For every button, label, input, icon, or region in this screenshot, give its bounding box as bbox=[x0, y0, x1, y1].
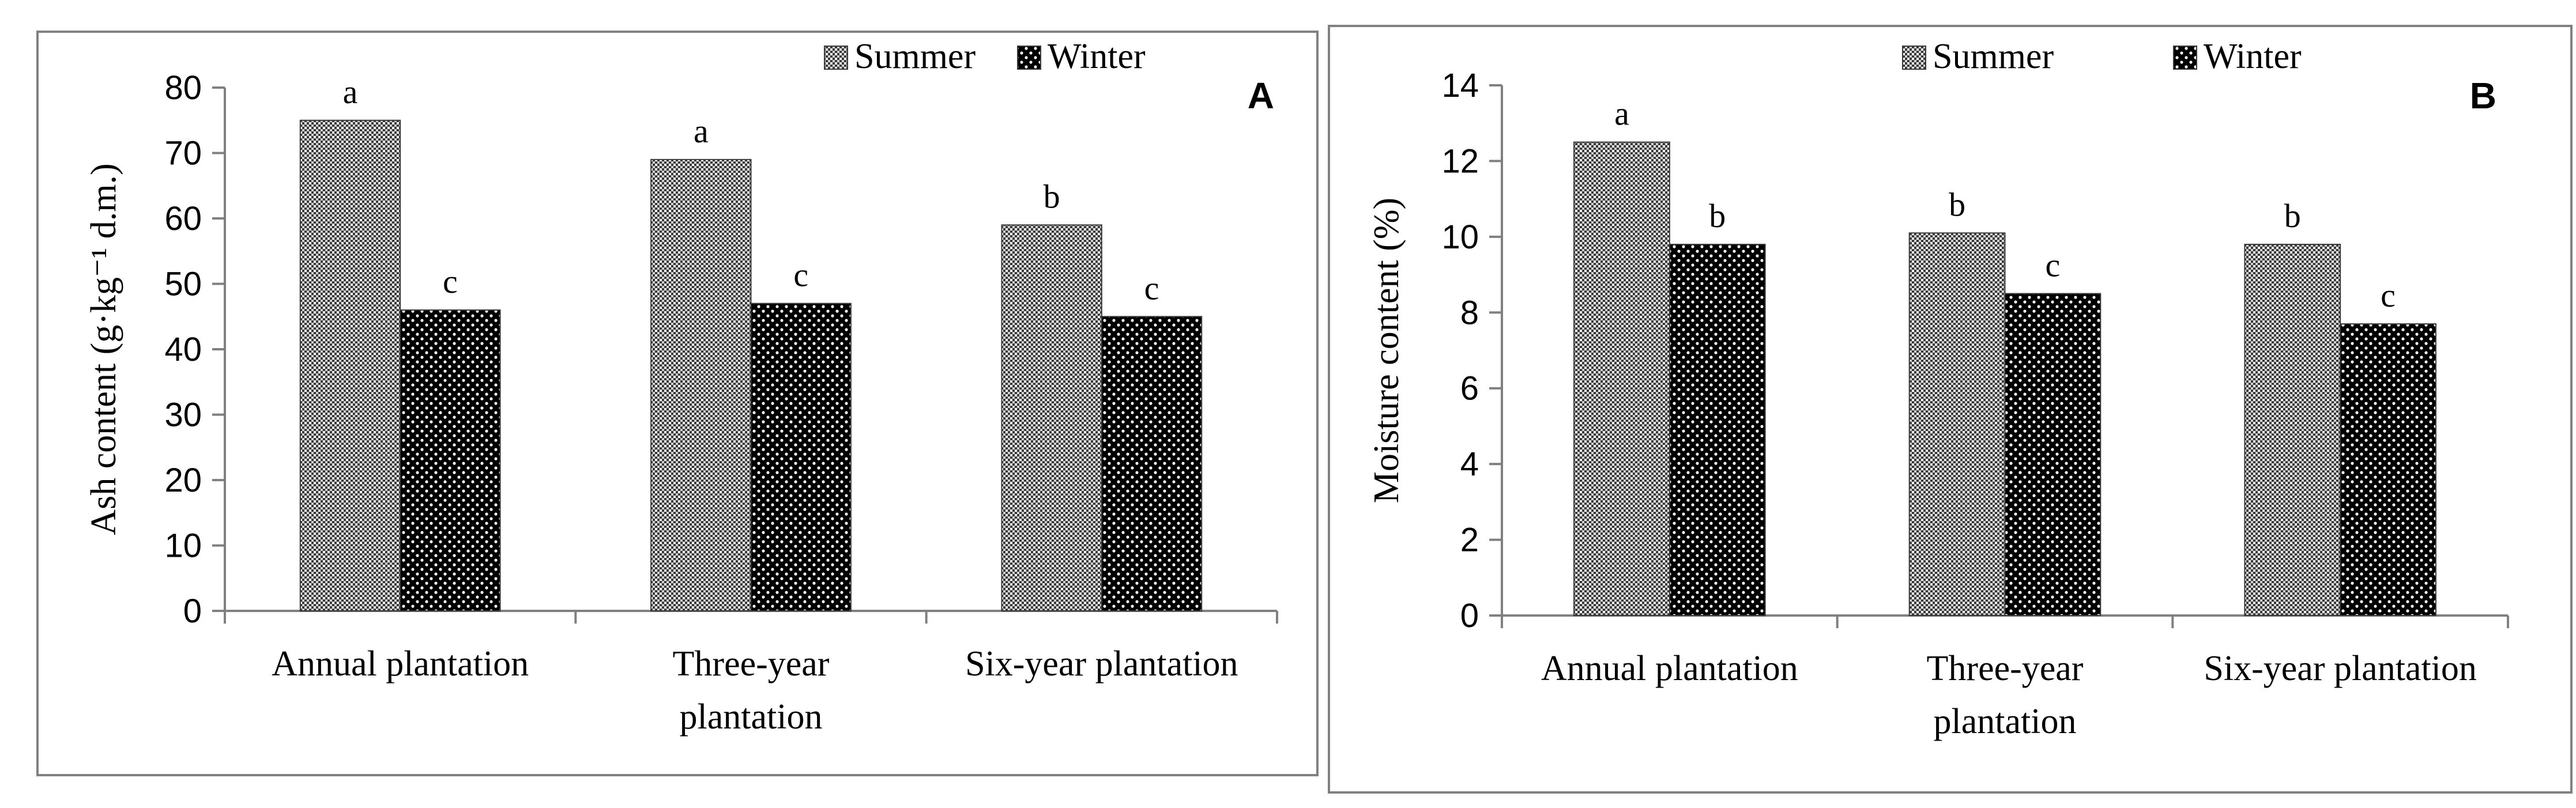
bar-summer bbox=[1573, 141, 1670, 617]
bar-winter bbox=[2340, 323, 2436, 616]
y-tick-label: 0 bbox=[1460, 597, 1479, 635]
legend-label: Summer bbox=[1933, 37, 2054, 76]
y-tick-label: 10 bbox=[164, 527, 202, 565]
significance-letter: c bbox=[2381, 277, 2396, 314]
bar-summer bbox=[1001, 224, 1102, 612]
y-tick-label: 8 bbox=[1460, 294, 1479, 331]
panel-b-moisture-content: 0 2 4 6 8 10 12 14 a b Annual plantation b c Three-ye… bbox=[1326, 0, 2576, 805]
y-tick-label: 80 bbox=[164, 69, 202, 107]
significance-letter: c bbox=[443, 263, 458, 300]
x-category-label: Six-year plantation bbox=[965, 644, 1238, 684]
y-axis-label: Ash content (g·kg⁻¹ d.m.) bbox=[84, 163, 123, 535]
legend-label: Summer bbox=[854, 37, 976, 76]
panel-label: A bbox=[1248, 75, 1274, 116]
chart-svg: 0 10 20 30 40 50 60 70 80 a c Annual plantation a c Th… bbox=[36, 31, 1319, 776]
y-tick-label: 30 bbox=[164, 397, 202, 434]
legend-swatch-summer bbox=[1902, 46, 1926, 70]
x-category-label: Annual plantation bbox=[1541, 649, 1798, 688]
y-tick-label: 20 bbox=[164, 462, 202, 499]
y-tick-label: 10 bbox=[1441, 218, 1479, 256]
significance-letter: a bbox=[694, 112, 709, 150]
bar-winter bbox=[1101, 316, 1203, 611]
bar-summer bbox=[2244, 244, 2341, 616]
significance-letter: b bbox=[1044, 178, 1060, 215]
y-tick-label: 50 bbox=[164, 266, 202, 303]
significance-letter: b bbox=[2284, 197, 2301, 235]
bar-winter bbox=[1669, 244, 1766, 616]
bar-summer bbox=[650, 158, 752, 612]
x-category-label: Annual plantation bbox=[272, 644, 529, 684]
chart-svg: 0 2 4 6 8 10 12 14 a b Annual plantation b c Three-ye… bbox=[1328, 25, 2573, 794]
significance-letter: b bbox=[1709, 197, 1726, 235]
y-tick-label: 60 bbox=[164, 200, 202, 237]
y-tick-label: 14 bbox=[1441, 67, 1479, 104]
legend-label: Winter bbox=[2204, 37, 2302, 76]
bar-winter bbox=[400, 309, 501, 611]
y-tick-label: 2 bbox=[1460, 522, 1479, 559]
y-tick-label: 40 bbox=[164, 331, 202, 368]
y-tick-label: 4 bbox=[1460, 445, 1479, 483]
legend-swatch-winter bbox=[2173, 46, 2197, 70]
legend-label: Winter bbox=[1048, 37, 1146, 76]
x-category-label: Three-year plantation bbox=[1927, 649, 2084, 741]
bar-summer bbox=[1908, 232, 2006, 616]
y-tick-label: 0 bbox=[183, 592, 202, 630]
x-category-label: Six-year plantation bbox=[2204, 649, 2476, 688]
panel-label: B bbox=[2470, 75, 2496, 116]
significance-letter: a bbox=[1614, 95, 1629, 133]
y-axis-label: Moisture content (%) bbox=[1367, 198, 1406, 503]
legend-swatch-winter bbox=[1017, 46, 1041, 70]
bar-winter bbox=[2004, 293, 2102, 616]
significance-letter: b bbox=[1949, 186, 1965, 223]
y-tick-label: 6 bbox=[1460, 370, 1479, 407]
panel-a-ash-content: 0 10 20 30 40 50 60 70 80 a c Annual plantation a c Th… bbox=[36, 31, 1319, 776]
significance-letter: a bbox=[343, 73, 358, 111]
chart-border bbox=[1328, 25, 2573, 794]
legend-swatch-summer bbox=[824, 46, 848, 70]
bar-summer bbox=[299, 119, 401, 611]
chart-border bbox=[36, 31, 1319, 776]
significance-letter: c bbox=[1144, 269, 1159, 307]
significance-letter: c bbox=[2046, 246, 2061, 284]
x-category-label: Three-year plantation bbox=[673, 644, 830, 737]
significance-letter: c bbox=[793, 256, 808, 294]
y-tick-label: 12 bbox=[1441, 142, 1479, 180]
y-tick-label: 70 bbox=[164, 135, 202, 172]
bar-winter bbox=[750, 303, 852, 611]
